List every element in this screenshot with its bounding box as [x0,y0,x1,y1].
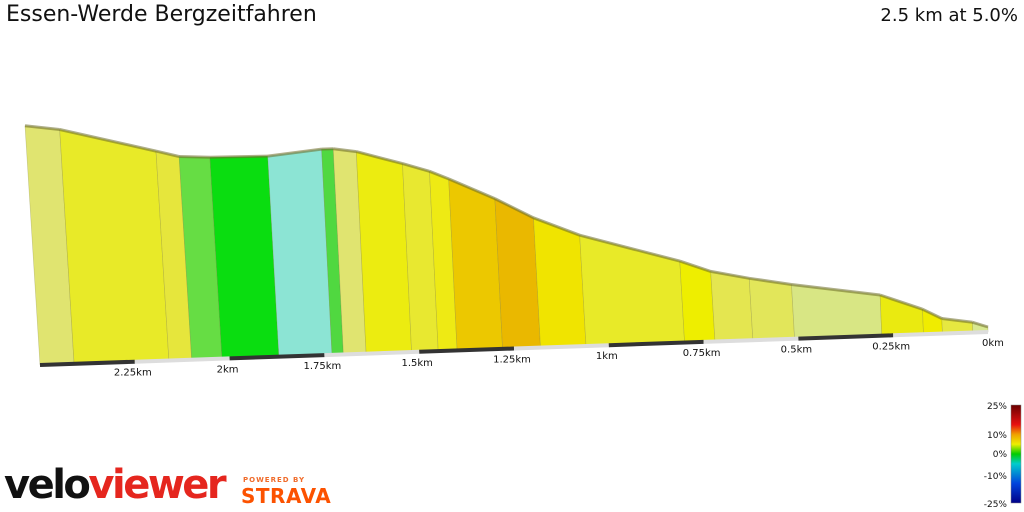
legend-label-10: 10% [987,431,1007,441]
tick-label: 1.75km [303,361,341,372]
profile-segments [24,125,989,366]
legend-label-minus10: -10% [984,472,1008,482]
logo-viewer-text: viewer [88,462,226,508]
distance-axis-band [39,359,135,367]
tick-label: 1.5km [401,358,432,369]
profile-segment [448,178,503,351]
tick-label: 0km [982,338,1004,349]
profile-segment [748,277,795,341]
distance-axis-band [513,343,609,351]
profile-top-edge-segment [355,150,403,166]
profile-top-edge-segment [494,197,535,220]
distance-axis-band [703,336,799,344]
profile-top-edge-segment [333,147,357,154]
legend-label-25: 25% [987,402,1007,412]
tick-label: 2.25km [114,368,152,379]
profile-top-edge-segment [267,147,322,158]
strava-logo[interactable]: STRAVA [241,484,332,508]
profile-segment [209,155,280,360]
powered-by-text: POWERED BY [243,476,306,484]
distance-axis-band [134,356,230,364]
distance-axis-band [419,346,515,354]
legend-color-bar [1010,404,1022,504]
profile-top-edge-segment [24,124,60,131]
distance-axis-band [608,339,704,348]
tick-label: 1km [596,351,618,362]
profile-segment [59,129,170,365]
profile-top-edge-segment [748,276,792,286]
legend-label-0: 0% [993,450,1008,460]
gradient-legend: 25% 10% 0% -10% -25% [984,402,1022,510]
profile-top-edge-segment [532,216,581,237]
logo-velo-text: velo [4,462,91,508]
profile-top-edge-segment [921,307,943,320]
profile-top-edge-segment [448,177,496,200]
profile-segment [267,148,333,358]
profile-top-edge-segment [209,154,268,159]
distance-axis-band [893,330,989,338]
profile-top-edge-segment [941,317,973,324]
profile-top-edge-segment [428,169,450,181]
profile-top-edge-segment [579,233,681,263]
profile-top-edge-segment [879,293,923,311]
profile-top-edge-segment [791,283,881,297]
distance-axis-band [229,353,325,361]
distance-axis-band [324,349,420,358]
profile-segment [533,217,587,348]
profile-top-edge-segment [710,269,750,280]
tick-label: 0.5km [781,345,812,356]
tick-label: 0.25km [872,341,910,352]
distance-tick-labels: 2.25km 2km 1.75km 1.5km 1.25km 1km 0.75km 0.5km… [114,338,1004,379]
distance-axis-band [798,333,894,341]
profile-segment [710,271,754,342]
profile-top-edge-segment [679,259,712,273]
tick-label: 1.25km [493,355,531,366]
profile-top-edge-segment [402,162,430,173]
segment-summary: 2.5 km at 5.0% [880,5,1018,26]
profile-top-edge [24,124,989,329]
legend-label-minus25: -25% [984,500,1008,510]
tick-label: 0.75km [683,348,721,359]
elevation-profile-chart: 2.25km 2km 1.75km 1.5km 1.25km 1km 0.75km 0.5km… [24,124,1004,379]
profile-top-edge-segment [59,128,157,153]
segment-title: Essen-Werde Bergzeitfahren [6,2,317,27]
distance-axis [39,330,989,367]
profile-top-edge-segment [179,155,210,159]
profile-segment [579,234,685,347]
profile-top-edge-segment [155,149,180,158]
profile-top-edge-segment [972,320,989,329]
veloviewer-logo[interactable]: veloviewer [4,462,227,508]
tick-label: 2km [217,364,239,375]
profile-segment [679,260,716,343]
